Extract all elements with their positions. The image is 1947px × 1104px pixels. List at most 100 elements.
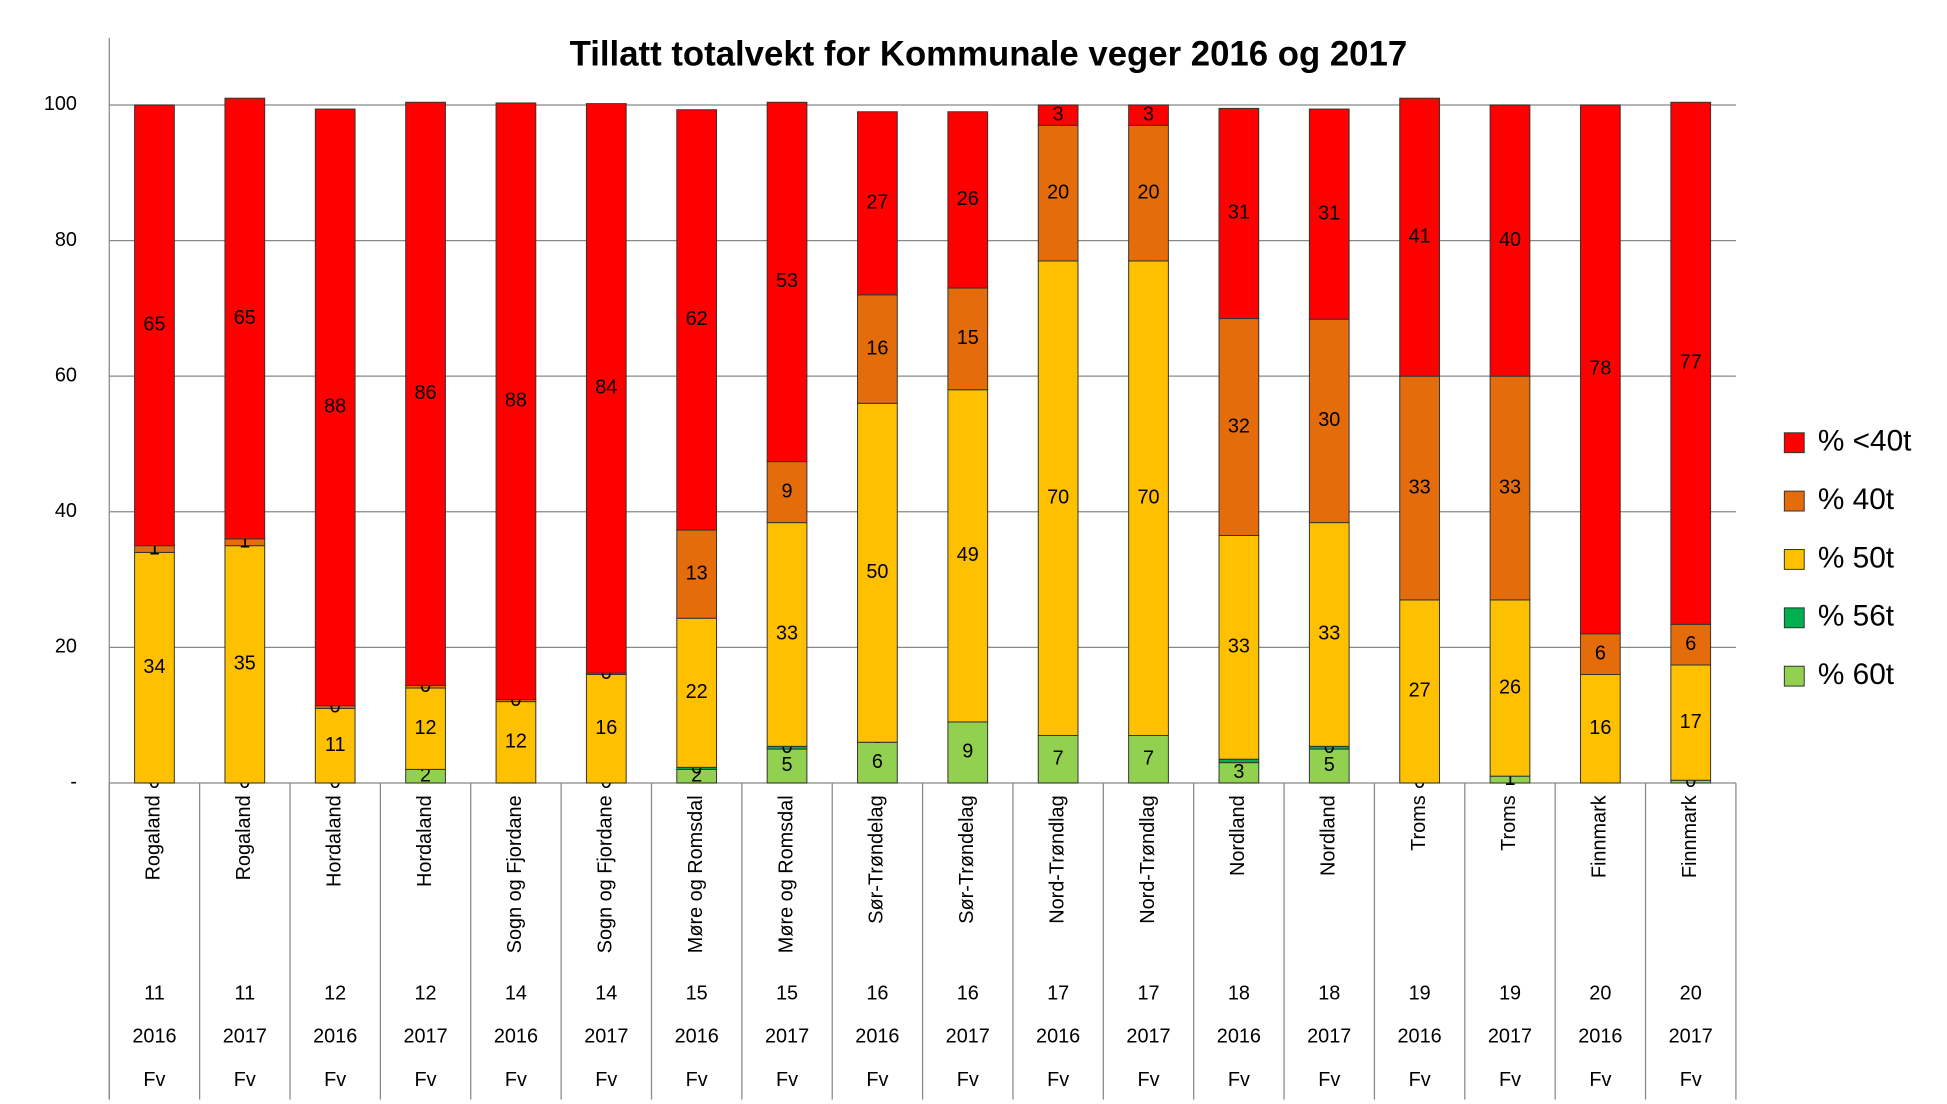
data-label: 33	[776, 623, 798, 645]
bar-segment	[766, 522, 808, 747]
legend-label: % 40t	[1818, 483, 1895, 516]
bar-segment	[676, 109, 718, 531]
legend-swatch	[1783, 607, 1805, 629]
bar-segment	[947, 287, 989, 391]
data-label: 32	[1228, 415, 1250, 437]
x-tick-label: Nordland	[1317, 795, 1339, 876]
data-label: 77	[1680, 352, 1702, 374]
data-label: 33	[1499, 476, 1521, 498]
x-tick-label: Sogn og Fjordane	[504, 795, 526, 953]
data-label: 20	[1137, 181, 1159, 203]
legend-swatch	[1783, 490, 1805, 512]
data-label: 41	[1409, 225, 1431, 247]
data-label: 16	[1589, 717, 1611, 739]
bar-segment	[134, 104, 175, 547]
data-label: 88	[505, 390, 527, 412]
bar-segment	[1579, 104, 1621, 635]
bar-segment	[676, 529, 718, 619]
category-code: 20	[1680, 982, 1702, 1004]
category-road: Fv	[776, 1069, 798, 1091]
category-year: 2016	[1036, 1026, 1080, 1048]
data-label: 35	[234, 653, 256, 675]
bar-segment	[1218, 318, 1260, 536]
x-tick-label: Rogaland	[143, 795, 165, 880]
x-tick-label: Nordland	[1227, 795, 1249, 876]
bar-segment	[857, 294, 898, 404]
data-label: 26	[1499, 676, 1521, 698]
category-road: Fv	[595, 1069, 617, 1091]
bar-segment	[1399, 97, 1440, 377]
x-tick-label: Troms	[1498, 795, 1520, 851]
category-road: Fv	[143, 1069, 165, 1091]
data-label: 5	[782, 754, 793, 776]
data-label: 7	[1053, 747, 1064, 769]
category-year: 2016	[132, 1026, 176, 1048]
data-label: 86	[415, 382, 437, 404]
category-year: 2016	[675, 1026, 719, 1048]
x-tick-label: Sør-Trøndelag	[956, 795, 978, 923]
category-code: 15	[686, 982, 708, 1004]
category-road: Fv	[505, 1069, 527, 1091]
data-label: 2	[691, 764, 702, 786]
bar-segment	[1128, 735, 1169, 784]
bar-segment	[1399, 599, 1440, 784]
bar-segment	[947, 111, 989, 289]
data-label: 15	[957, 327, 979, 349]
category-code: 15	[776, 982, 798, 1004]
bar-segment	[857, 741, 898, 784]
data-label: 0	[1324, 736, 1335, 758]
bar-segment	[1218, 107, 1260, 320]
chart-title: Tillatt totalvekt for Kommunale veger 20…	[570, 36, 1408, 74]
bar-segment	[1218, 535, 1260, 760]
data-label: 1	[239, 531, 250, 553]
bar-segment	[495, 102, 537, 701]
bar-segment	[1670, 623, 1712, 666]
category-year: 2016	[1217, 1026, 1261, 1048]
bar-segment	[676, 617, 718, 768]
category-year: 2016	[1578, 1026, 1622, 1048]
category-road: Fv	[415, 1069, 437, 1091]
data-label: 70	[1137, 486, 1159, 508]
data-label: 13	[686, 562, 708, 584]
data-label: 33	[1228, 636, 1250, 658]
bar-segment	[1308, 108, 1350, 320]
y-tick-label: 60	[55, 364, 77, 386]
category-road: Fv	[1589, 1069, 1611, 1091]
bar-segment	[947, 389, 989, 723]
bar-segment	[766, 461, 808, 524]
data-label: 31	[1228, 202, 1250, 224]
category-code: 12	[415, 982, 437, 1004]
bar-segment	[1308, 522, 1350, 747]
data-label: 27	[866, 192, 888, 214]
data-label: 31	[1318, 202, 1340, 224]
data-label: 12	[505, 731, 527, 753]
x-tick-label: Nord-Trøndlag	[1137, 795, 1159, 923]
data-label: 6	[1685, 633, 1696, 655]
data-label: 3	[1053, 103, 1064, 125]
data-label: 27	[1409, 680, 1431, 702]
category-year: 2017	[1126, 1026, 1170, 1048]
legend-label: % 50t	[1818, 541, 1895, 574]
data-label: 65	[143, 314, 165, 336]
category-year: 2017	[584, 1026, 628, 1048]
x-tick-label: Rogaland	[233, 795, 255, 880]
x-tick-label: Sør-Trøndelag	[866, 795, 888, 923]
data-label: 2	[420, 764, 431, 786]
data-label: 0	[330, 695, 341, 717]
category-year: 2016	[494, 1026, 538, 1048]
category-road: Fv	[1680, 1069, 1702, 1091]
bar-segment	[1037, 260, 1079, 736]
data-label: 11	[325, 734, 346, 756]
category-code: 12	[324, 982, 346, 1004]
data-label: 3	[1233, 761, 1244, 783]
category-road: Fv	[324, 1069, 346, 1091]
data-label: 0	[420, 675, 431, 697]
data-label: 12	[415, 717, 437, 739]
data-label: 50	[866, 561, 888, 583]
data-label: 22	[686, 681, 708, 703]
data-label: 40	[1499, 229, 1521, 251]
legend-swatch	[1783, 432, 1805, 454]
category-code: 14	[595, 982, 617, 1004]
